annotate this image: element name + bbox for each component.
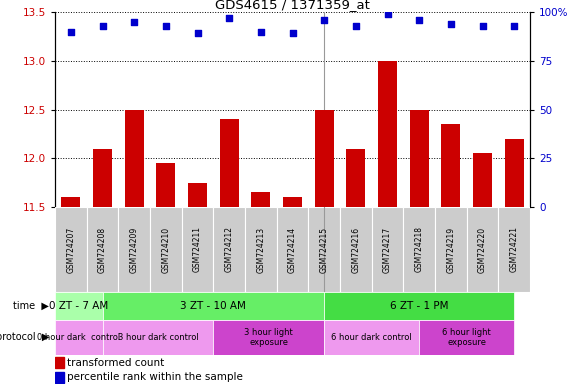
Bar xyxy=(61,197,81,207)
Point xyxy=(478,23,487,29)
Bar xyxy=(157,163,175,207)
Bar xyxy=(103,292,324,320)
Bar xyxy=(435,207,467,292)
Bar xyxy=(441,124,461,207)
Bar xyxy=(467,207,498,292)
Text: 6 hour light
exposure: 6 hour light exposure xyxy=(443,328,491,347)
Bar xyxy=(277,207,309,292)
Bar xyxy=(188,183,207,207)
Text: 6 ZT - 1 PM: 6 ZT - 1 PM xyxy=(390,301,448,311)
Bar xyxy=(86,207,118,292)
Bar xyxy=(315,109,333,207)
Bar xyxy=(505,139,524,207)
Text: 6 hour dark control: 6 hour dark control xyxy=(331,333,412,342)
Point xyxy=(320,17,329,23)
Text: percentile rank within the sample: percentile rank within the sample xyxy=(67,372,243,382)
Text: GSM724208: GSM724208 xyxy=(98,227,107,273)
Text: 3 hour light
exposure: 3 hour light exposure xyxy=(244,328,293,347)
Text: GSM724209: GSM724209 xyxy=(130,227,139,273)
Bar xyxy=(55,320,103,355)
Point xyxy=(129,19,139,25)
Text: GSM724207: GSM724207 xyxy=(66,227,75,273)
Point xyxy=(351,23,361,29)
Bar xyxy=(103,320,213,355)
Bar xyxy=(182,207,213,292)
Text: GSM724217: GSM724217 xyxy=(383,227,392,273)
Point xyxy=(256,28,266,35)
Bar xyxy=(251,192,270,207)
Bar xyxy=(378,61,397,207)
Bar xyxy=(213,320,324,355)
Bar xyxy=(340,207,372,292)
Point xyxy=(224,15,234,21)
Bar xyxy=(213,207,245,292)
Bar xyxy=(498,207,530,292)
Bar xyxy=(220,119,238,207)
Text: 0 ZT - 7 AM: 0 ZT - 7 AM xyxy=(49,301,108,311)
Point xyxy=(415,17,424,23)
Bar xyxy=(473,153,492,207)
Text: GSM724210: GSM724210 xyxy=(161,227,171,273)
Text: GSM724211: GSM724211 xyxy=(193,227,202,273)
Bar xyxy=(403,207,435,292)
Text: GSM724212: GSM724212 xyxy=(224,227,234,273)
Text: GSM724216: GSM724216 xyxy=(351,227,360,273)
Bar xyxy=(118,207,150,292)
Bar xyxy=(324,292,514,320)
Text: transformed count: transformed count xyxy=(67,358,164,367)
Text: 0 hour dark  control: 0 hour dark control xyxy=(37,333,121,342)
Point xyxy=(98,23,107,29)
Bar xyxy=(55,292,103,320)
Text: 3 hour dark control: 3 hour dark control xyxy=(118,333,198,342)
Bar xyxy=(324,320,419,355)
Point xyxy=(161,23,171,29)
Text: GSM724213: GSM724213 xyxy=(256,227,265,273)
Text: GSM724214: GSM724214 xyxy=(288,227,297,273)
Bar xyxy=(372,207,403,292)
Text: 3 ZT - 10 AM: 3 ZT - 10 AM xyxy=(180,301,246,311)
Point xyxy=(193,30,202,36)
Point xyxy=(446,21,455,27)
Bar xyxy=(55,207,86,292)
Point xyxy=(383,11,392,17)
Bar xyxy=(309,207,340,292)
Bar xyxy=(150,207,182,292)
Point xyxy=(509,23,519,29)
Point xyxy=(288,30,297,36)
Bar xyxy=(55,372,64,382)
Bar xyxy=(283,197,302,207)
Title: GDS4615 / 1371359_at: GDS4615 / 1371359_at xyxy=(215,0,370,11)
Text: time  ▶: time ▶ xyxy=(13,301,49,311)
Text: GSM724220: GSM724220 xyxy=(478,227,487,273)
Bar xyxy=(346,149,365,207)
Bar xyxy=(125,109,144,207)
Bar xyxy=(55,357,64,368)
Bar xyxy=(419,320,514,355)
Bar xyxy=(245,207,277,292)
Text: GSM724215: GSM724215 xyxy=(320,227,329,273)
Point xyxy=(66,28,75,35)
Text: protocol  ▶: protocol ▶ xyxy=(0,333,49,343)
Bar xyxy=(409,109,429,207)
Text: GSM724219: GSM724219 xyxy=(447,227,455,273)
Text: GSM724221: GSM724221 xyxy=(510,227,519,273)
Text: GSM724218: GSM724218 xyxy=(415,227,423,273)
Bar xyxy=(93,149,112,207)
